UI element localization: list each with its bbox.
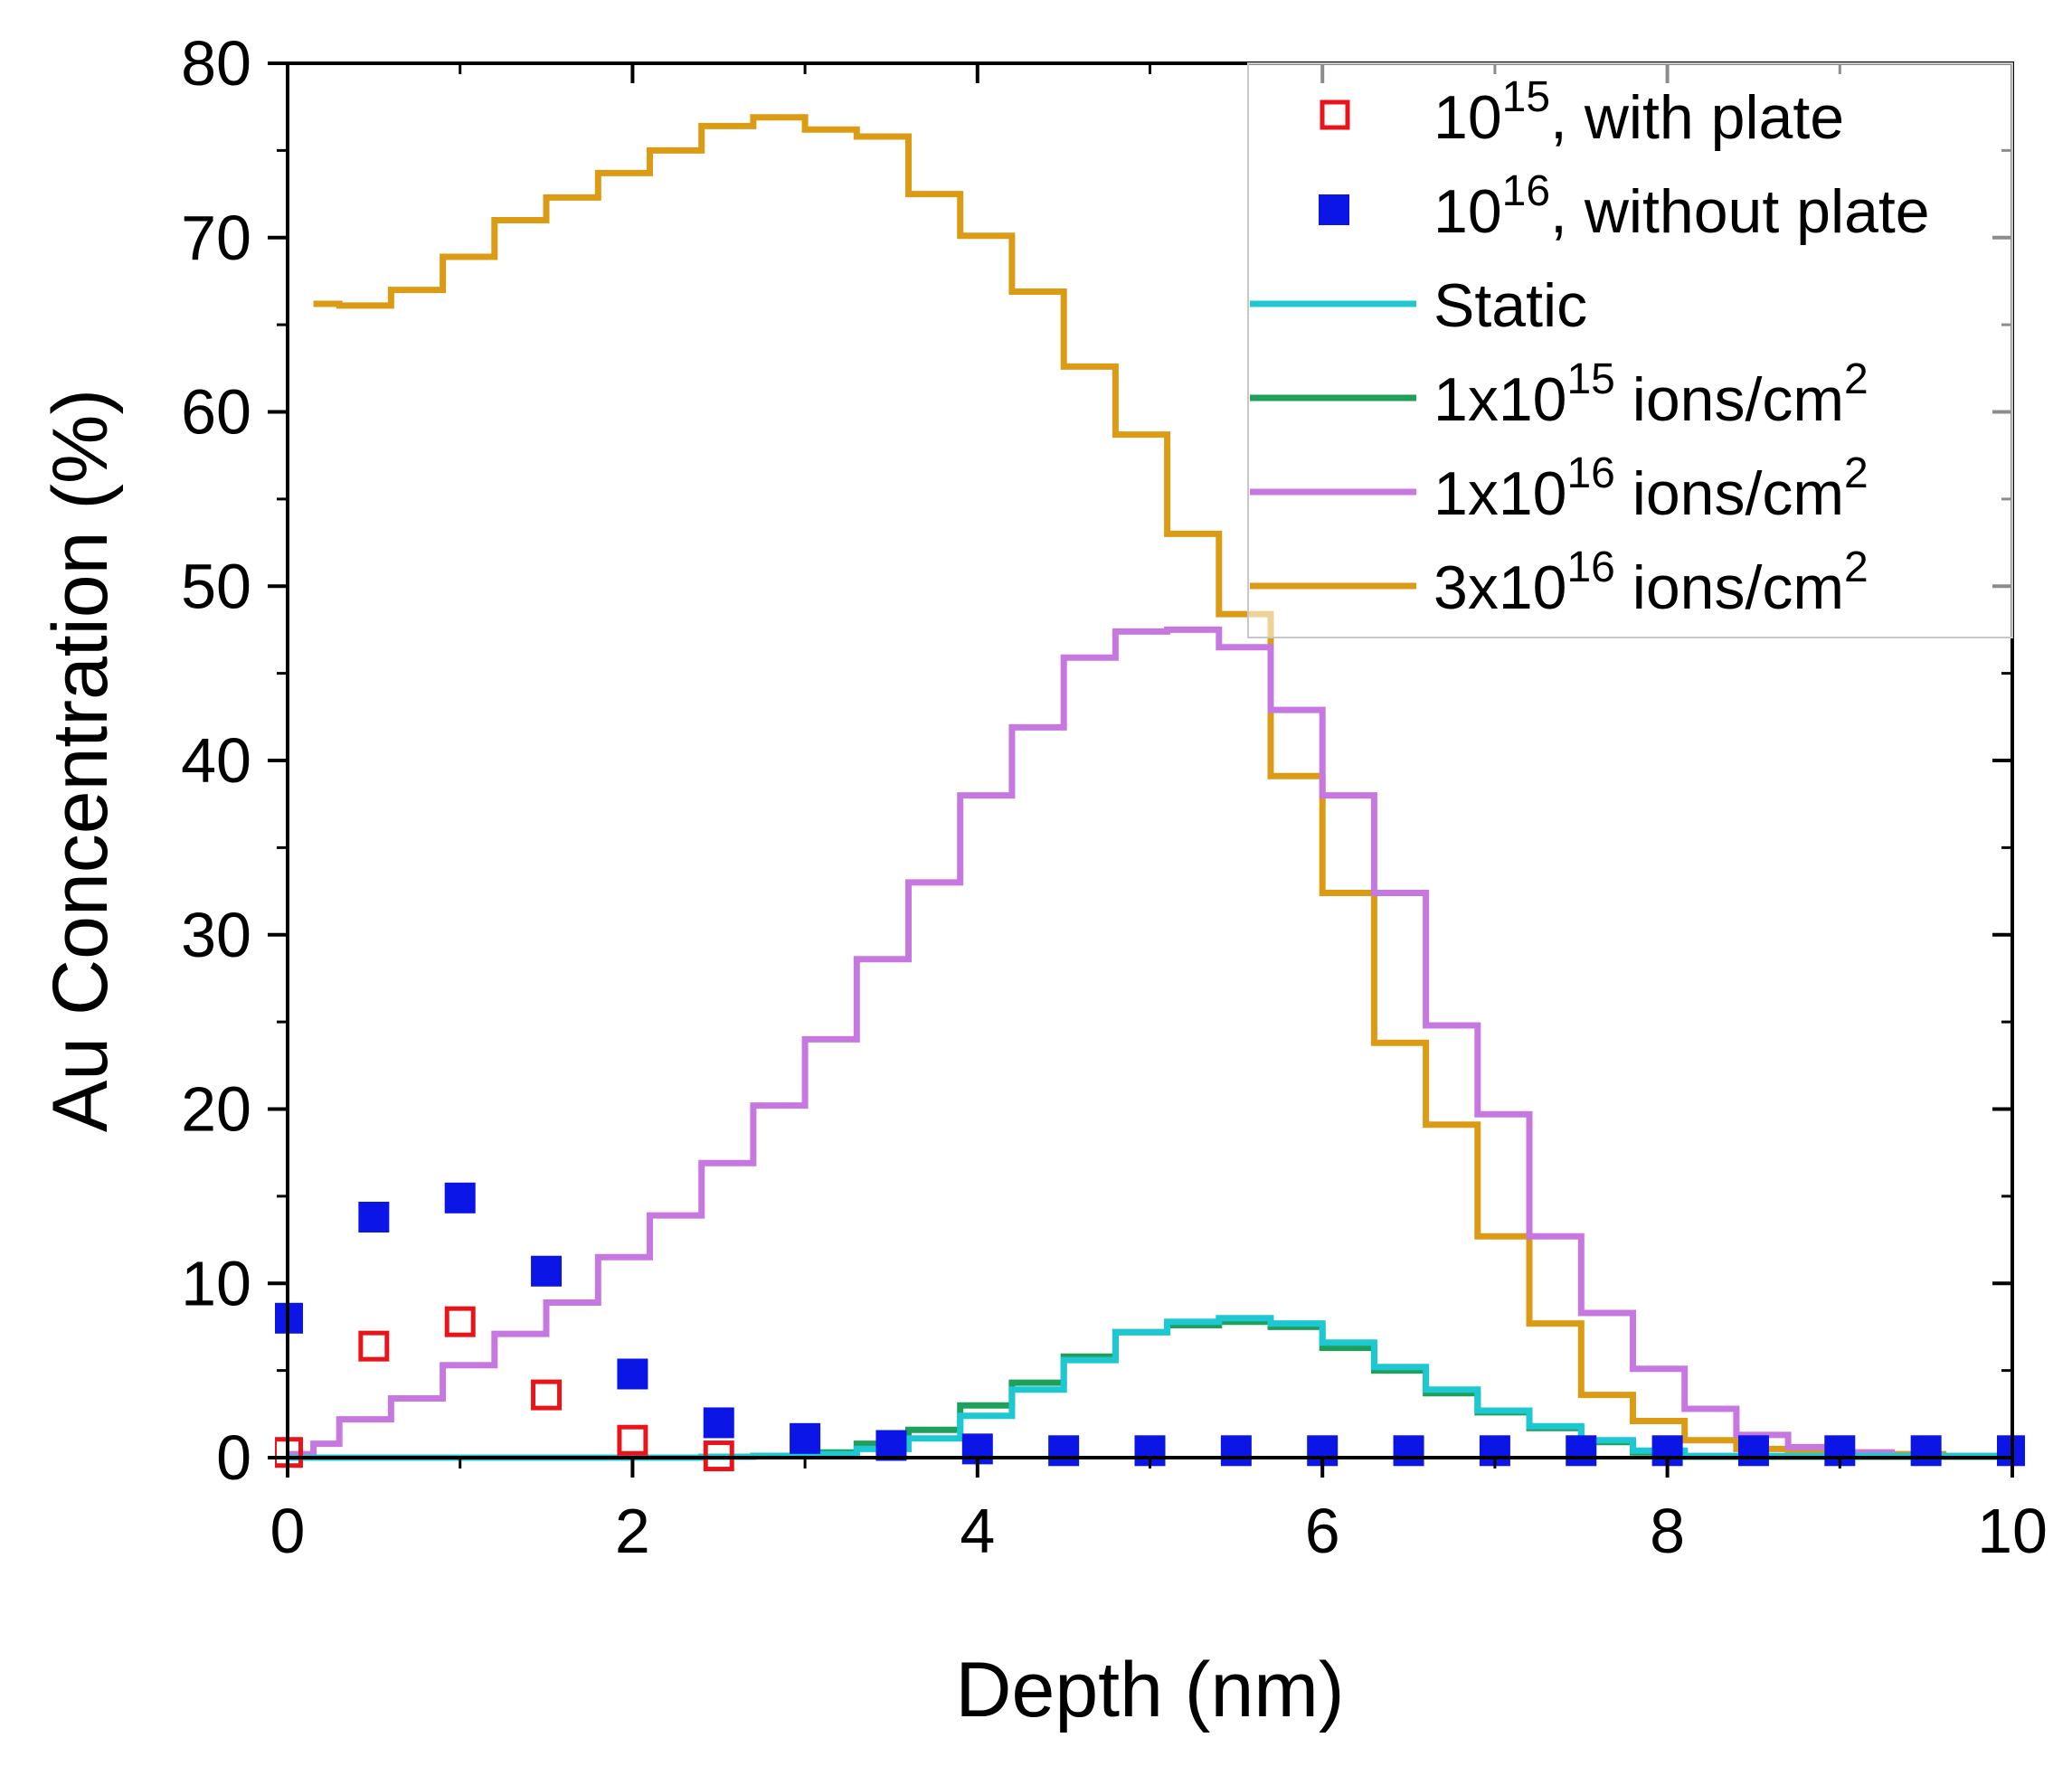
data-point (875, 1430, 907, 1461)
data-point (1393, 1435, 1424, 1467)
legend-label-superscript: 2 (1844, 355, 1869, 403)
legend-item: 1x1015 ions/cm2 (1250, 355, 1869, 434)
y-tick-label: 80 (181, 28, 251, 99)
legend-label-text: Static (1433, 271, 1587, 340)
y-tick-label: 30 (181, 900, 251, 970)
legend-label-text: ions/cm (1615, 459, 1844, 528)
legend-label-superscript: 16 (1566, 543, 1614, 591)
legend-label-superscript: 15 (1566, 355, 1614, 403)
legend-label-superscript: 16 (1566, 449, 1614, 497)
legend-label-text: ions/cm (1615, 365, 1844, 434)
x-tick-label: 4 (960, 1496, 995, 1566)
legend-label-text: , without plate (1550, 177, 1930, 246)
legend-item: 1015, with plate (1320, 73, 1844, 152)
y-tick-label: 40 (181, 725, 251, 796)
legend-label-text: , with plate (1550, 83, 1844, 152)
series-points-10-16-without-plate (275, 1182, 2025, 1467)
y-tick-label: 70 (181, 203, 251, 273)
data-point (1048, 1435, 1080, 1467)
legend-item: 1016, without plate (1319, 167, 1930, 246)
x-tick-label: 0 (270, 1496, 306, 1566)
legend-label-superscript: 2 (1844, 543, 1869, 591)
data-point (358, 1202, 390, 1233)
y-tick-label: 0 (216, 1422, 251, 1493)
x-tick-label: 10 (1977, 1496, 2048, 1566)
legend-item: Static (1250, 271, 1587, 340)
legend-label: 1x1015 ions/cm2 (1433, 355, 1869, 434)
legend-item: 1x1016 ions/cm2 (1250, 449, 1869, 528)
data-point (531, 1255, 563, 1287)
legend-label-text: 10 (1433, 177, 1502, 246)
y-tick-label: 60 (181, 377, 251, 448)
data-point (444, 1182, 476, 1214)
data-point (617, 1358, 648, 1390)
series-layer (275, 114, 2025, 1472)
data-point (358, 1330, 390, 1362)
data-point (703, 1407, 734, 1439)
series-line-static (288, 1315, 2012, 1461)
y-tick-label: 50 (181, 551, 251, 621)
axes-layer: 0 10 20 30 40 50 60 70 80 0 2 4 6 8 10 Depth (nm) Au Con… (37, 28, 2048, 1733)
legend-label: Static (1433, 271, 1587, 340)
legend-label: 3x1016 ions/cm2 (1433, 543, 1869, 622)
series-line-1x10-16-ions-cm2 (288, 626, 2012, 1460)
legend-label-text: 1x10 (1433, 459, 1566, 528)
legend-label-text: 3x10 (1433, 553, 1566, 622)
data-point (1566, 1435, 1597, 1467)
x-tick-label: 8 (1650, 1496, 1685, 1566)
x-tick-label: 6 (1305, 1496, 1340, 1566)
data-point (1910, 1435, 1942, 1467)
legend-box (1247, 62, 2013, 638)
legend-label-superscript: 16 (1502, 167, 1550, 215)
legend-label-superscript: 15 (1502, 73, 1550, 121)
legend-item: 3x1016 ions/cm2 (1250, 543, 1869, 622)
data-point (1737, 1435, 1769, 1467)
legend-swatch (1319, 194, 1349, 225)
y-tick-label: 10 (181, 1248, 251, 1318)
legend-label-superscript: 2 (1844, 449, 1869, 497)
data-point (1220, 1435, 1252, 1467)
legend-swatch (1320, 99, 1350, 130)
legend-label-text: ions/cm (1615, 553, 1844, 622)
data-point (531, 1379, 563, 1411)
legend-label: 1015, with plate (1433, 73, 1844, 152)
data-point (790, 1422, 821, 1454)
legend-label: 1x1016 ions/cm2 (1433, 449, 1869, 528)
data-point (617, 1424, 648, 1456)
legend-label-text: 10 (1433, 83, 1502, 152)
legend-label-text: 1x10 (1433, 365, 1566, 434)
data-point (444, 1306, 476, 1337)
x-tick-label: 2 (615, 1496, 650, 1566)
legend-label: 1016, without plate (1433, 167, 1930, 246)
x-axis-label: Depth (nm) (955, 1647, 1344, 1733)
y-axis-label: Au Concentration (%) (37, 389, 124, 1132)
y-tick-label: 20 (181, 1074, 251, 1145)
series-line-3x10-16-ions-cm2 (313, 114, 2012, 1459)
